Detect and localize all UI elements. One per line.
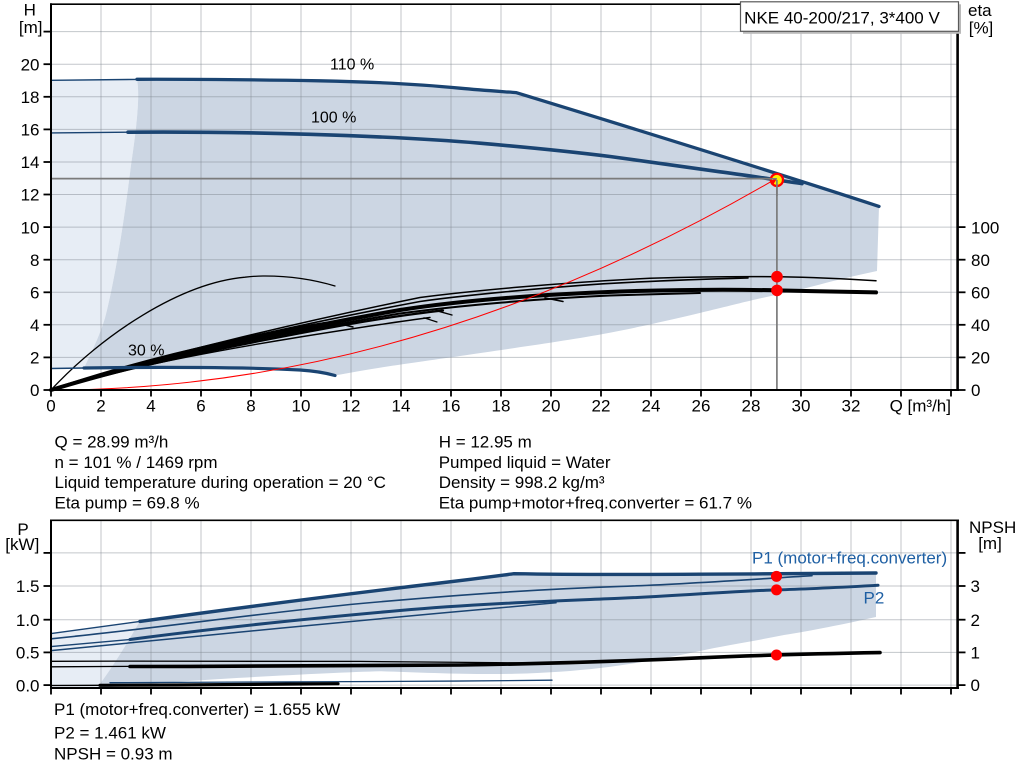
svg-text:60: 60	[971, 284, 990, 303]
svg-text:8: 8	[246, 397, 255, 416]
svg-text:18: 18	[492, 397, 511, 416]
svg-text:Q = 28.99 m³/h: Q = 28.99 m³/h	[55, 432, 169, 451]
svg-text:20: 20	[971, 349, 990, 368]
svg-text:14: 14	[21, 153, 40, 172]
svg-text:4: 4	[30, 316, 39, 335]
svg-text:1: 1	[971, 644, 980, 663]
svg-text:10: 10	[292, 397, 311, 416]
svg-text:H = 12.95 m: H = 12.95 m	[439, 432, 532, 451]
svg-text:100: 100	[971, 218, 999, 237]
svg-text:12: 12	[342, 397, 361, 416]
svg-text:20: 20	[21, 55, 40, 74]
svg-text:0: 0	[30, 381, 39, 400]
svg-text:2: 2	[30, 349, 39, 368]
svg-text:NPSH: NPSH	[969, 518, 1016, 537]
svg-text:P1 (motor+freq.converter): P1 (motor+freq.converter)	[752, 549, 947, 568]
svg-text:Density = 998.2 kg/m³: Density = 998.2 kg/m³	[439, 473, 605, 492]
svg-text:3: 3	[971, 577, 980, 596]
svg-text:6: 6	[30, 284, 39, 303]
svg-text:100 %: 100 %	[311, 109, 356, 126]
svg-text:0: 0	[971, 676, 980, 695]
svg-text:[%]: [%]	[969, 19, 994, 38]
svg-text:Eta pump = 69.8 %: Eta pump = 69.8 %	[55, 493, 200, 512]
svg-text:32: 32	[842, 397, 861, 416]
svg-text:110 %: 110 %	[330, 56, 374, 73]
svg-text:14: 14	[392, 397, 411, 416]
svg-text:40: 40	[971, 316, 990, 335]
svg-text:4: 4	[146, 397, 155, 416]
svg-text:[m]: [m]	[978, 534, 1002, 553]
svg-text:[m]: [m]	[19, 18, 43, 37]
svg-text:n = 101 % / 1469 rpm: n = 101 % / 1469 rpm	[55, 453, 218, 472]
svg-text:Liquid temperature during oper: Liquid temperature during operation = 20…	[55, 473, 386, 492]
svg-text:H: H	[24, 1, 36, 20]
svg-text:1.0: 1.0	[16, 611, 40, 630]
svg-text:2: 2	[971, 611, 980, 630]
svg-text:Q [m³/h]: Q [m³/h]	[890, 397, 951, 416]
svg-text:30 %: 30 %	[128, 342, 164, 359]
svg-text:[kW]: [kW]	[5, 535, 39, 554]
svg-text:P2 = 1.461 kW: P2 = 1.461 kW	[54, 724, 166, 743]
svg-text:20: 20	[542, 397, 561, 416]
svg-text:8: 8	[30, 251, 39, 270]
svg-text:0.5: 0.5	[16, 644, 40, 663]
svg-text:16: 16	[21, 121, 40, 140]
svg-text:eta: eta	[968, 1, 992, 20]
svg-text:0: 0	[46, 397, 55, 416]
svg-text:10: 10	[21, 218, 40, 237]
svg-text:1.5: 1.5	[16, 577, 40, 596]
svg-text:30: 30	[792, 397, 811, 416]
svg-text:6: 6	[196, 397, 205, 416]
svg-text:0.0: 0.0	[16, 676, 40, 695]
svg-text:Pumped liquid = Water: Pumped liquid = Water	[439, 453, 611, 472]
svg-text:P1 (motor+freq.converter) = 1.: P1 (motor+freq.converter) = 1.655 kW	[54, 700, 340, 719]
svg-text:P2: P2	[864, 589, 885, 608]
svg-text:Eta pump+motor+freq.converter: Eta pump+motor+freq.converter = 61.7 %	[439, 493, 752, 512]
svg-text:12: 12	[21, 186, 40, 205]
svg-text:24: 24	[642, 397, 661, 416]
svg-text:28: 28	[742, 397, 761, 416]
svg-text:80: 80	[971, 251, 990, 270]
svg-text:26: 26	[692, 397, 711, 416]
svg-text:2: 2	[96, 397, 105, 416]
svg-text:NPSH = 0.93 m: NPSH = 0.93 m	[54, 744, 173, 763]
svg-text:0: 0	[971, 381, 980, 400]
svg-text:P: P	[17, 520, 28, 539]
svg-text:18: 18	[21, 88, 40, 107]
svg-text:16: 16	[442, 397, 461, 416]
svg-text:NKE 40-200/217, 3*400 V: NKE 40-200/217, 3*400 V	[744, 8, 940, 27]
svg-text:22: 22	[592, 397, 611, 416]
